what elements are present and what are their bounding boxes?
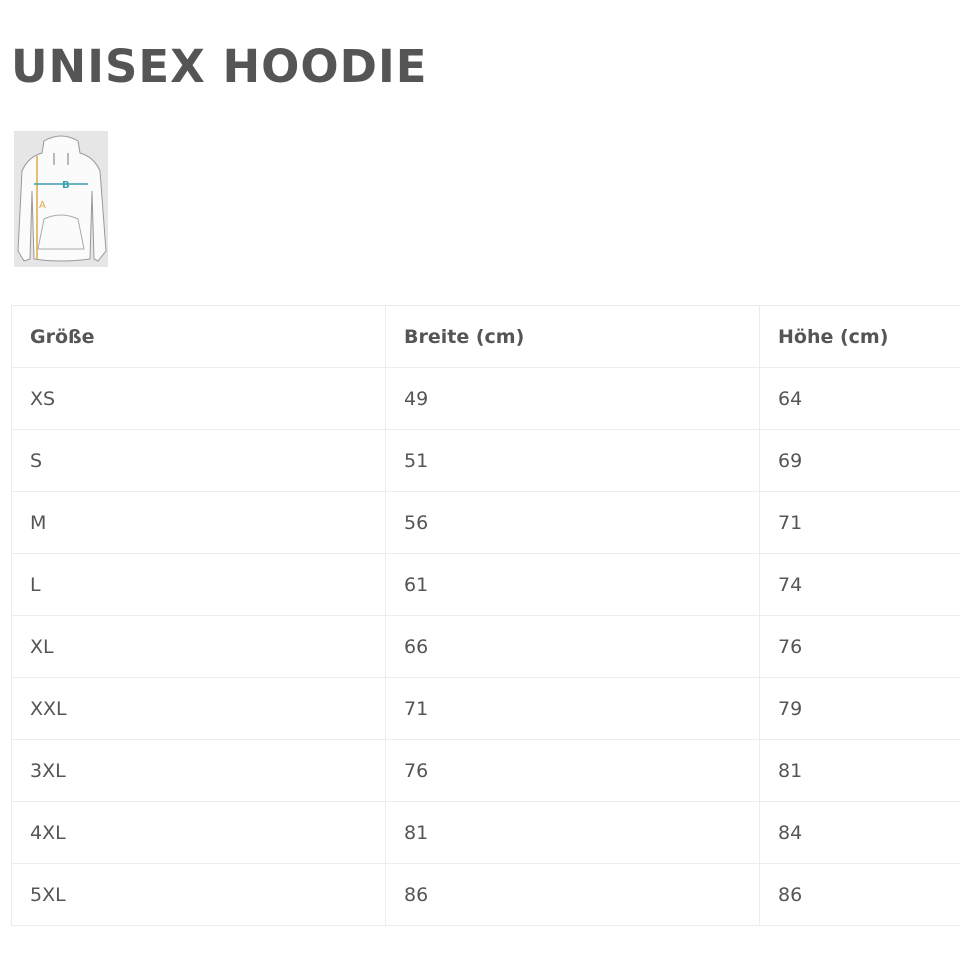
table-row: L 61 74 [11,553,960,616]
table-row: S 51 69 [11,429,960,492]
table-row: 4XL 81 84 [11,801,960,864]
label-a: A [39,200,46,211]
cell-size: S [11,429,386,492]
cell-size: M [11,491,386,554]
cell-width: 66 [385,615,760,678]
cell-width: 56 [385,491,760,554]
cell-width: 71 [385,677,760,740]
cell-height: 79 [759,677,960,740]
cell-size: 4XL [11,801,386,864]
cell-size: XS [11,367,386,430]
cell-size: L [11,553,386,616]
cell-width: 51 [385,429,760,492]
table-header-row: Größe Breite (cm) Höhe (cm) [11,305,960,368]
size-table: Größe Breite (cm) Höhe (cm) XS 49 64 S 51 69 M… [11,305,960,926]
label-b: B [62,180,70,191]
cell-width: 81 [385,801,760,864]
header-width: Breite (cm) [385,305,760,368]
cell-width: 86 [385,863,760,926]
cell-size: XL [11,615,386,678]
header-size: Größe [11,305,386,368]
cell-height: 74 [759,553,960,616]
cell-width: 61 [385,553,760,616]
cell-height: 71 [759,491,960,554]
cell-size: 3XL [11,739,386,802]
cell-height: 69 [759,429,960,492]
hoodie-size-diagram: A B [14,131,108,267]
cell-width: 76 [385,739,760,802]
cell-height: 64 [759,367,960,430]
table-row: 5XL 86 86 [11,863,960,926]
cell-height: 84 [759,801,960,864]
cell-height: 86 [759,863,960,926]
cell-height: 76 [759,615,960,678]
header-height: Höhe (cm) [759,305,960,368]
cell-width: 49 [385,367,760,430]
table-row: 3XL 76 81 [11,739,960,802]
cell-size: XXL [11,677,386,740]
table-row: XS 49 64 [11,367,960,430]
cell-size: 5XL [11,863,386,926]
table-row: M 56 71 [11,491,960,554]
table-row: XL 66 76 [11,615,960,678]
cell-height: 81 [759,739,960,802]
page-title: UNISEX HOODIE [11,40,428,93]
table-row: XXL 71 79 [11,677,960,740]
